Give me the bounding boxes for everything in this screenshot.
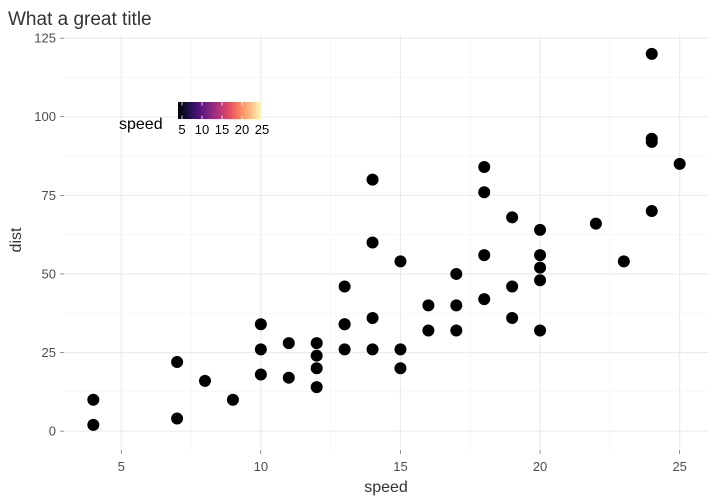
data-point xyxy=(645,47,658,60)
legend-tick-label: 25 xyxy=(255,122,269,137)
data-point xyxy=(171,355,184,368)
y-axis: 0 25 50 75 100 125 xyxy=(34,31,64,439)
data-points xyxy=(87,47,686,431)
legend-ticks: 5 10 15 20 25 xyxy=(178,102,269,137)
data-point xyxy=(422,299,435,312)
y-tick-label: 0 xyxy=(49,424,56,439)
data-point xyxy=(282,371,295,384)
y-tick-label: 125 xyxy=(34,31,56,46)
data-point xyxy=(645,132,658,145)
chart-title: What a great title xyxy=(8,9,152,30)
data-point xyxy=(338,280,351,293)
legend-tick-label: 20 xyxy=(235,122,249,137)
data-point xyxy=(310,337,323,350)
data-point xyxy=(534,223,547,236)
data-point xyxy=(226,393,239,406)
data-point xyxy=(534,274,547,287)
data-point xyxy=(394,362,407,375)
legend-tick-label: 10 xyxy=(195,122,209,137)
y-tick-label: 25 xyxy=(42,345,56,360)
x-axis-title: speed xyxy=(364,479,408,496)
data-point xyxy=(673,157,686,170)
legend-colorbar xyxy=(178,102,262,119)
data-point xyxy=(254,368,267,381)
y-tick-label: 100 xyxy=(34,109,56,124)
legend-title: speed xyxy=(119,116,163,133)
x-axis: 5 10 15 20 25 xyxy=(118,450,687,474)
x-tick-label: 5 xyxy=(118,459,125,474)
data-point xyxy=(645,205,658,218)
data-point xyxy=(450,299,463,312)
data-point xyxy=(506,280,519,293)
data-point xyxy=(87,418,100,431)
data-point xyxy=(366,236,379,249)
data-point xyxy=(366,311,379,324)
data-point xyxy=(254,318,267,331)
data-point xyxy=(87,393,100,406)
legend-tick-label: 5 xyxy=(178,122,185,137)
x-tick-label: 25 xyxy=(672,459,686,474)
data-point xyxy=(338,318,351,331)
data-point xyxy=(338,343,351,356)
x-tick-label: 15 xyxy=(393,459,407,474)
data-point xyxy=(506,211,519,224)
y-tick-label: 50 xyxy=(42,266,56,281)
data-point xyxy=(310,381,323,394)
y-axis-title: dist xyxy=(8,227,25,252)
data-point xyxy=(617,255,630,268)
data-point xyxy=(254,343,267,356)
data-point xyxy=(366,343,379,356)
data-point xyxy=(171,412,184,425)
data-point xyxy=(282,337,295,350)
data-point xyxy=(534,324,547,337)
x-tick-label: 10 xyxy=(254,459,268,474)
legend: speed 5 10 15 20 25 xyxy=(119,102,269,137)
y-tick-label: 75 xyxy=(42,188,56,203)
data-point xyxy=(478,161,491,174)
minor-grid xyxy=(64,35,709,450)
data-point xyxy=(589,217,602,230)
data-point xyxy=(478,186,491,199)
data-point xyxy=(394,255,407,268)
legend-tick-label: 15 xyxy=(215,122,229,137)
data-point xyxy=(366,173,379,186)
data-point xyxy=(450,267,463,280)
data-point xyxy=(478,293,491,306)
data-point xyxy=(422,324,435,337)
data-point xyxy=(450,324,463,337)
x-tick-label: 20 xyxy=(533,459,547,474)
data-point xyxy=(310,362,323,375)
data-point xyxy=(506,311,519,324)
data-point xyxy=(199,374,212,387)
data-point xyxy=(394,343,407,356)
data-point xyxy=(310,349,323,362)
data-point xyxy=(534,261,547,274)
data-point xyxy=(478,249,491,262)
data-point xyxy=(534,249,547,262)
